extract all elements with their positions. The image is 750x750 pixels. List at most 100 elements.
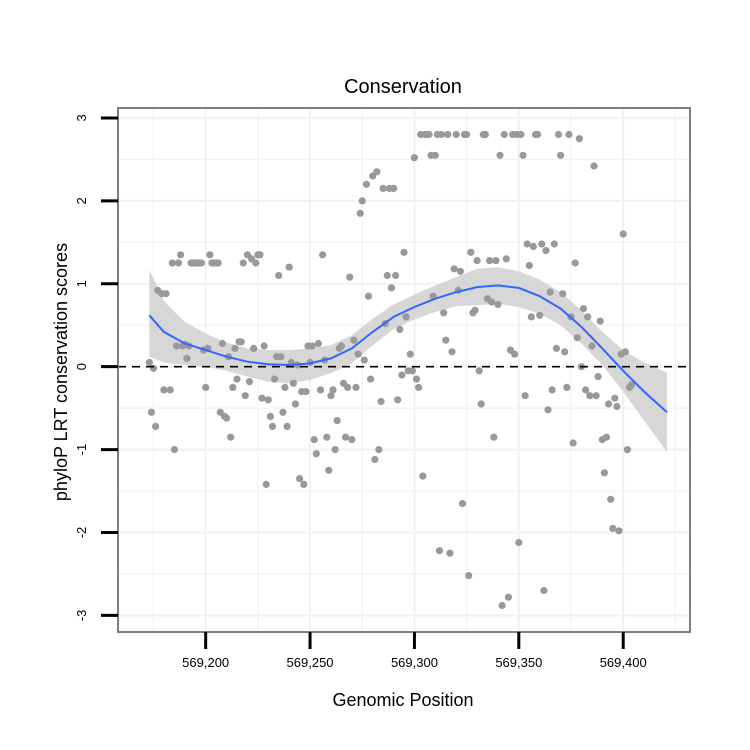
data-point — [467, 248, 475, 256]
y-tick-label: 0 — [74, 363, 89, 370]
data-point — [502, 255, 510, 263]
data-point — [364, 292, 373, 300]
data-point — [538, 240, 546, 248]
data-point — [275, 271, 283, 280]
data-point — [145, 358, 153, 367]
data-point — [471, 306, 479, 314]
data-point — [250, 344, 258, 352]
data-point — [245, 378, 254, 386]
data-point — [396, 325, 404, 333]
data-points — [145, 130, 636, 610]
data-point — [554, 130, 563, 139]
data-point — [149, 364, 158, 372]
data-point — [312, 450, 320, 458]
data-point — [168, 259, 176, 267]
data-point — [548, 386, 556, 394]
data-point — [268, 422, 277, 430]
data-point — [481, 130, 489, 139]
data-point — [300, 480, 308, 488]
x-axis: 569,200 569,250 569,300 569,350 569,400 — [182, 632, 647, 670]
data-point — [373, 168, 381, 176]
data-point — [619, 230, 627, 238]
data-point — [350, 336, 358, 344]
data-point — [362, 180, 370, 188]
data-point — [390, 184, 398, 192]
data-point — [341, 433, 350, 441]
data-point — [519, 151, 527, 159]
data-point — [621, 348, 629, 356]
data-point — [266, 412, 274, 420]
data-point — [333, 417, 341, 425]
data-point — [559, 290, 567, 298]
data-point — [498, 601, 506, 610]
data-point — [398, 371, 406, 379]
data-point — [170, 446, 178, 454]
data-point — [252, 259, 260, 267]
data-point — [239, 259, 247, 267]
data-point — [605, 400, 613, 408]
y-axis: -3 -2 -1 0 1 2 3 — [74, 114, 118, 621]
data-point — [310, 436, 318, 444]
data-point — [435, 547, 444, 555]
data-point — [546, 288, 554, 296]
data-point — [590, 162, 598, 170]
data-point — [488, 298, 496, 306]
data-point — [375, 446, 383, 454]
data-point — [490, 433, 498, 441]
y-tick-label: 1 — [74, 280, 89, 287]
data-point — [465, 572, 473, 580]
data-point — [327, 392, 335, 400]
panel-background — [118, 108, 690, 632]
data-point — [540, 586, 548, 595]
data-point — [258, 394, 266, 402]
data-point — [440, 309, 448, 317]
plot-area — [117, 107, 691, 633]
data-point — [550, 240, 558, 248]
data-point — [229, 383, 237, 391]
data-point — [277, 353, 285, 361]
data-point — [515, 538, 523, 547]
data-point — [183, 354, 191, 362]
data-point — [456, 267, 464, 275]
data-point — [162, 290, 170, 298]
data-point — [561, 348, 569, 356]
data-point — [329, 386, 337, 394]
data-point — [291, 400, 299, 408]
data-point — [527, 313, 535, 321]
data-point — [563, 383, 571, 391]
data-point — [523, 240, 531, 248]
data-point — [172, 342, 181, 350]
data-point — [529, 242, 538, 251]
data-point — [174, 259, 183, 267]
data-point — [588, 342, 596, 350]
data-point — [446, 549, 454, 557]
data-point — [352, 383, 360, 391]
data-point — [379, 184, 387, 192]
data-point — [227, 433, 235, 441]
data-point — [458, 499, 467, 508]
data-point — [586, 392, 594, 400]
data-point — [316, 386, 325, 394]
data-point — [544, 406, 552, 414]
data-point — [377, 397, 385, 406]
data-point — [177, 251, 185, 259]
data-point — [444, 130, 452, 139]
data-point — [486, 257, 494, 265]
data-point — [256, 251, 264, 259]
y-tick-label: -1 — [74, 444, 89, 456]
data-point — [627, 381, 636, 389]
data-point — [552, 344, 561, 352]
data-point — [525, 261, 533, 270]
data-point — [262, 480, 270, 488]
x-tick-label: 569,200 — [182, 655, 229, 670]
data-point — [289, 379, 297, 387]
data-point — [408, 367, 416, 375]
loess-smooth-line — [148, 284, 668, 414]
data-point — [569, 439, 577, 447]
data-point — [406, 350, 414, 358]
data-point — [319, 251, 327, 259]
data-point — [517, 130, 525, 139]
data-point — [271, 375, 279, 383]
data-point — [521, 392, 529, 400]
data-point — [448, 348, 456, 356]
